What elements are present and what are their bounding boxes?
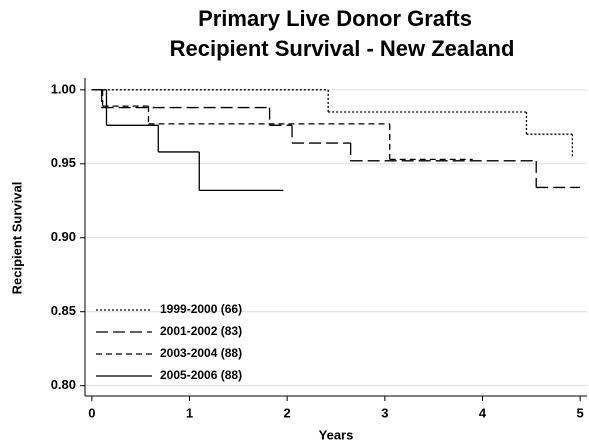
y-tick-label: 0.90: [51, 229, 76, 244]
y-axis-label: Recipient Survival: [9, 182, 24, 295]
x-tick-label: 4: [479, 405, 487, 420]
legend-label: 2003-2004 (88): [160, 346, 242, 360]
x-tick-label: 0: [88, 405, 95, 420]
chart-title: Recipient Survival - New Zealand: [170, 36, 515, 61]
x-tick-label: 2: [284, 405, 291, 420]
legend-label: 2001-2002 (83): [160, 324, 242, 338]
legend-label: 2005-2006 (88): [160, 368, 242, 382]
y-tick-label: 1.00: [51, 81, 76, 96]
x-axis-label: Years: [319, 427, 354, 442]
y-tick-label: 0.95: [51, 155, 76, 170]
x-tick-label: 5: [577, 405, 584, 420]
x-tick-label: 3: [381, 405, 388, 420]
x-tick-label: 1: [186, 405, 193, 420]
y-tick-label: 0.80: [51, 377, 76, 392]
chart-title: Primary Live Donor Grafts: [198, 6, 472, 31]
legend-label: 1999-2000 (66): [160, 302, 242, 316]
y-tick-label: 0.85: [51, 303, 76, 318]
